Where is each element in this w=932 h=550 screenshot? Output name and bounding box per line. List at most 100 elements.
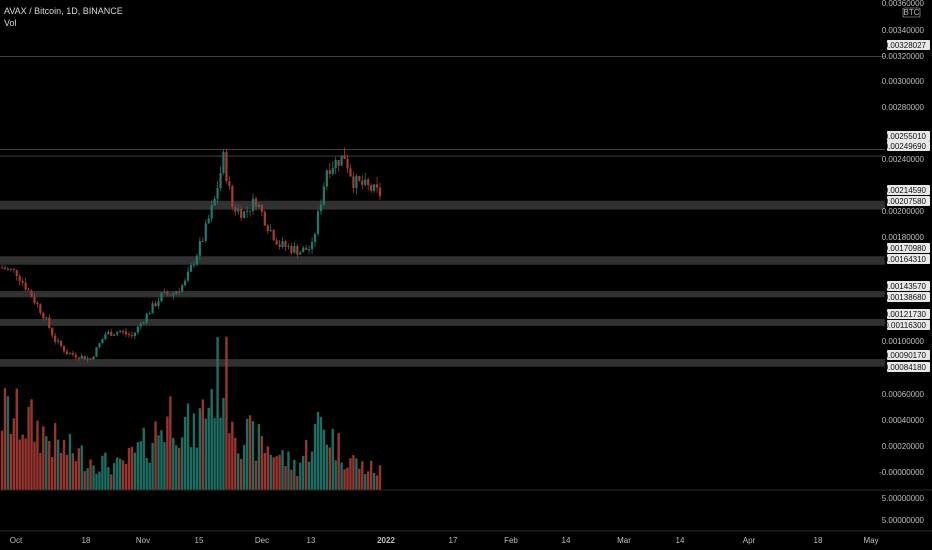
volume-bar [51,456,54,490]
candle-body [375,184,379,188]
volume-bar [95,473,98,490]
candle-body [33,296,36,303]
level-price-tag[interactable]: 0.00255010 [884,131,930,141]
candle-body [51,327,54,336]
volume-bar [302,455,305,490]
candle-body [228,181,231,187]
level-price-tag[interactable]: 0.00164310 [884,254,930,264]
volume-bar [349,458,352,490]
candle-body [340,155,343,166]
support-resistance-zone[interactable] [0,318,885,326]
volume-bar [74,461,78,490]
candle-body [293,246,296,253]
support-resistance-zone[interactable] [0,291,885,298]
support-resistance-zone[interactable] [0,256,885,265]
level-price-tag[interactable]: 0.00116300 [884,320,930,330]
volume-bar [133,452,137,490]
candle-body [287,245,290,247]
candle-body [21,281,24,283]
candle-body [243,211,246,218]
candle-body [181,285,184,292]
volume-bar [27,406,30,490]
volume-bar [36,420,39,490]
volume-bar [287,451,290,490]
volume-bar [340,462,343,490]
candle-body [257,204,261,207]
level-price-tag[interactable]: 0.00138680 [884,292,930,302]
volume-bar [12,418,16,490]
volume-bar [71,453,75,490]
candle-body [378,187,382,197]
volume-bar [92,465,95,490]
candle-body [189,264,193,272]
volume-bar [313,423,317,490]
volume-bar [183,416,187,490]
level-price-tag[interactable]: 0.00207580 [884,196,930,206]
candle-body [92,356,95,360]
support-resistance-zone[interactable] [0,200,885,210]
volume-bar [154,421,157,490]
candle-body [361,180,364,185]
price-axis-label: 0.00240000 [882,155,925,164]
volume-bar [189,447,193,490]
volume-axis-label: 0.00020000 [882,442,925,451]
level-price-tag[interactable]: 0.00328027 [884,40,930,50]
candle-body [95,347,98,357]
volume-bar [80,445,83,490]
volume-bar [337,433,340,490]
volume-bar [322,429,326,490]
candle-body [18,276,21,282]
candle-body [57,340,60,342]
level-price-tag[interactable]: 0.00084180 [884,362,930,372]
level-price-tag[interactable]: 0.00143570 [884,281,930,291]
level-price-tag[interactable]: 0.00214590 [884,185,930,195]
volume-bar [266,446,269,490]
candle-body [219,172,222,188]
volume-bar [136,442,140,490]
level-price-tag[interactable]: 0.00249690 [884,141,930,151]
candle-body [175,291,178,294]
volume-bar [222,398,225,490]
volume-bar [275,456,278,490]
candle-body [163,291,166,293]
support-resistance-zone[interactable] [0,359,885,367]
candle-body [62,346,66,352]
candle-body [15,269,18,277]
candle-body [39,304,42,313]
volume-bar [118,458,122,490]
candle-body [231,186,234,208]
level-price-tag[interactable]: 0.00090170 [884,350,930,360]
volume-bar [352,455,355,490]
volume-bar [257,423,261,490]
volume-bar [180,437,184,490]
volume-bar [254,460,258,490]
price-axis-label: 0.00360000 [882,0,925,8]
volume-bar [130,446,134,490]
candle-body [263,211,266,226]
candle-body [172,293,175,296]
volume-bar [331,428,334,490]
candle-body [337,159,340,166]
candle-body [151,303,154,314]
candle-body [107,331,110,335]
volume-bar [6,396,10,490]
time-axis-label: Mar [617,536,631,545]
volume-bar [237,453,240,490]
candle-body [346,158,349,169]
volume-indicator-label[interactable]: Vol [4,18,17,28]
candle-body [322,186,325,205]
time-axis-label: Apr [743,536,756,545]
candle-body [169,294,172,296]
volume-bar [260,435,264,490]
candle-body [302,247,305,253]
level-price-tag[interactable]: 0.00121730 [884,309,930,319]
symbol-title: AVAX / Bitcoin, 1D, BINANCE [4,6,123,16]
level-price-tag[interactable]: 0.00170980 [884,243,930,253]
time-axis-label: May [863,536,878,545]
candle-body [349,168,352,177]
volume-bar [234,437,237,490]
level-price-tag-text: 0.00170980 [884,244,927,253]
candle-body [240,208,243,218]
volume-bar [272,457,275,490]
